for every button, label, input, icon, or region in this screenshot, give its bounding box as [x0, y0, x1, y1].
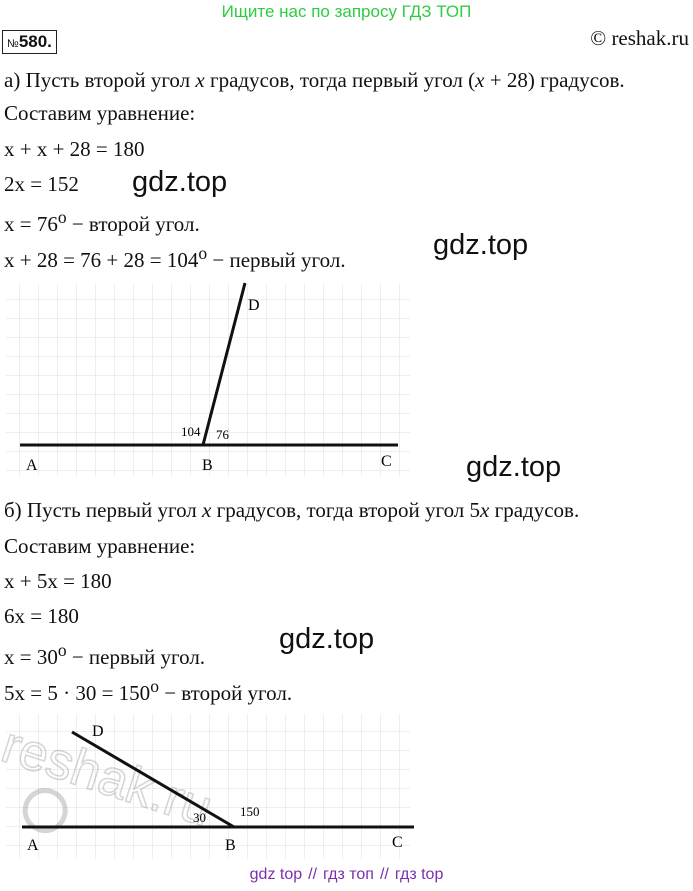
footer-separator: // — [379, 866, 389, 883]
text: − первый угол. — [207, 248, 346, 272]
point-a: A — [26, 457, 38, 474]
part-b-eq2: 6x = 180 — [4, 604, 79, 628]
text: − второй угол. — [158, 681, 293, 705]
watermark-gdz: gdz.top — [132, 166, 228, 198]
text: б) Пусть первый угол — [4, 498, 203, 522]
point-b: B — [225, 837, 236, 854]
part-a-eq3: x = 76o − второй угол. — [4, 207, 200, 237]
point-c: C — [392, 834, 403, 851]
text: градусов, тогда второй угол 5 — [211, 498, 481, 522]
watermark-gdz: gdz.top — [433, 229, 529, 261]
top-banner[interactable]: Ищите нас по запросу ГДЗ ТОП — [221, 2, 472, 21]
eq: x = 30 — [4, 645, 58, 669]
point-c: C — [381, 453, 392, 470]
footer-link-gdz-top-mixed[interactable]: гдз top — [394, 866, 444, 883]
copyright-circle-icon — [22, 788, 68, 834]
angle-label-right: 150 — [240, 804, 260, 819]
degree: o — [57, 640, 67, 660]
part-a-eq4: x + 28 = 76 + 28 = 104o − первый угол. — [4, 243, 346, 273]
eq: x + 28 = 76 + 28 = 104 — [4, 248, 199, 272]
problem-number-value: 580. — [18, 32, 52, 51]
var: x — [195, 68, 205, 92]
angle-label-left: 30 — [193, 810, 206, 825]
footer-separator: // — [308, 866, 318, 883]
copyright: © reshak.ru — [590, 26, 689, 50]
eq: 5x = 5 · 30 = 150 — [4, 681, 151, 705]
part-b-eq4: 5x = 5 · 30 = 150o − второй угол. — [4, 676, 292, 706]
text: − первый угол. — [66, 645, 206, 669]
ray-bd — [201, 282, 247, 446]
part-b-eq1: x + 5x = 180 — [4, 569, 112, 593]
point-d: D — [248, 297, 260, 314]
text: − второй угол. — [66, 212, 200, 236]
figure-b: reshak.ru A B C D 30 150 — [0, 714, 414, 859]
degree: o — [57, 207, 67, 227]
text: + 28) градусов. — [484, 68, 625, 92]
angle-label-right: 76 — [216, 427, 230, 442]
grid — [6, 714, 410, 859]
part-a-compose: Составим уравнение: — [4, 101, 196, 125]
watermark-gdz: gdz.top — [279, 623, 375, 655]
point-b: B — [202, 457, 213, 474]
part-b-statement: б) Пусть первый угол x градусов, тогда в… — [4, 498, 579, 523]
degree: o — [150, 676, 159, 696]
figure-a: A B C D 104 76 — [6, 282, 410, 476]
var: x — [475, 68, 485, 92]
var: x — [480, 498, 490, 522]
part-b-compose: Составим уравнение: — [4, 534, 196, 558]
number-sign: № — [7, 38, 19, 50]
degree: o — [198, 243, 208, 263]
point-a: A — [27, 837, 39, 854]
ray-bd — [71, 730, 235, 829]
footer-link-gdz-top[interactable]: gdz top — [249, 866, 303, 883]
text: градусов, тогда первый угол ( — [204, 68, 476, 92]
grid — [6, 284, 410, 476]
part-a-eq2: 2x = 152 — [4, 172, 79, 196]
footer-links: gdz top // гдз топ // гдз top — [0, 866, 693, 884]
angle-label-left: 104 — [181, 424, 201, 439]
watermark-gdz: gdz.top — [466, 451, 562, 483]
text: а) Пусть второй угол — [4, 68, 196, 92]
part-a-statement: а) Пусть второй угол x градусов, тогда п… — [4, 68, 625, 93]
eq: x = 76 — [4, 212, 58, 236]
var: x — [202, 498, 212, 522]
text: градусов. — [489, 498, 580, 522]
footer-link-gdz-top-ru[interactable]: гдз топ — [323, 866, 374, 883]
part-a-eq1: x + x + 28 = 180 — [4, 137, 145, 161]
part-b-eq3: x = 30o − первый угол. — [4, 640, 205, 670]
point-d: D — [92, 723, 104, 740]
problem-number: №580. — [2, 30, 57, 54]
